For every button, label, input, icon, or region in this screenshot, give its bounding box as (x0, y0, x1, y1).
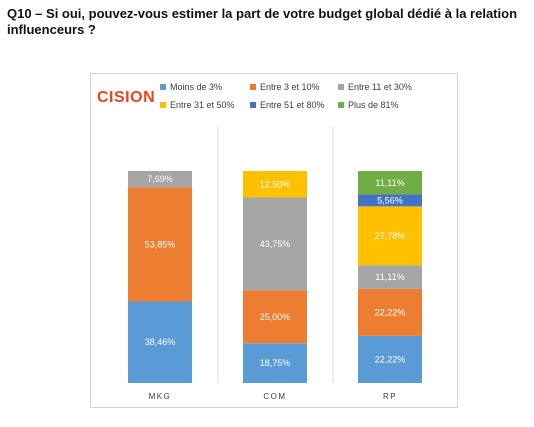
question-title: Q10 – Si oui, pouvez-vous estimer la par… (7, 6, 518, 37)
cision-logo: CISION (97, 89, 156, 106)
category-label: RP (383, 392, 397, 401)
category-label: MKG (149, 392, 172, 401)
bar-segment (128, 171, 192, 188)
legend-item: Entre 11 et 30% (338, 82, 412, 92)
legend-swatch (250, 102, 256, 108)
bar-segment (243, 343, 307, 383)
legend-swatch (338, 102, 344, 108)
bar-segment (358, 335, 422, 383)
legend-item: Entre 51 et 80% (250, 100, 325, 110)
legend-item: Plus de 81% (338, 100, 399, 110)
data-label: 53,85% (145, 239, 176, 249)
bar-segment (128, 301, 192, 383)
legend-label: Entre 51 et 80% (260, 100, 325, 110)
data-label: 12,50% (260, 179, 291, 189)
bar-segment (243, 197, 307, 291)
data-label: 7,69% (147, 174, 173, 184)
data-label: 11,11% (375, 272, 404, 282)
bar-segment (358, 171, 422, 195)
legend-label: Entre 11 et 30% (348, 82, 412, 92)
data-label: 22,22% (375, 307, 406, 317)
bar-segment (358, 288, 422, 336)
legend-label: Entre 31 et 50% (170, 100, 235, 110)
category-label: COM (263, 392, 286, 401)
legend-item: Moins de 3% (160, 82, 222, 92)
data-label: 43,75% (260, 239, 291, 249)
legend-swatch (160, 84, 166, 90)
data-label: 38,46% (145, 337, 176, 347)
bar-segment (243, 171, 307, 198)
bar-segment (358, 265, 422, 289)
legend-item: Entre 3 et 10% (250, 82, 320, 92)
legend-label: Moins de 3% (170, 82, 223, 92)
bar-segment (243, 290, 307, 344)
legend-label: Plus de 81% (348, 100, 399, 110)
data-label: 27,78% (375, 231, 406, 241)
legend-item: Entre 31 et 50% (160, 100, 235, 110)
bar-segment (128, 187, 192, 302)
data-label: 25,00% (260, 312, 291, 322)
bar-segment (358, 194, 422, 207)
bar-segment (358, 206, 422, 266)
legend-swatch (338, 84, 344, 90)
data-label: 22,22% (375, 354, 406, 364)
legend-label: Entre 3 et 10% (260, 82, 320, 92)
legend-swatch (160, 102, 166, 108)
legend-swatch (250, 84, 256, 90)
data-label: 18,75% (260, 358, 291, 368)
data-label: 11,11% (375, 178, 404, 188)
data-label: 5,56% (377, 195, 403, 205)
